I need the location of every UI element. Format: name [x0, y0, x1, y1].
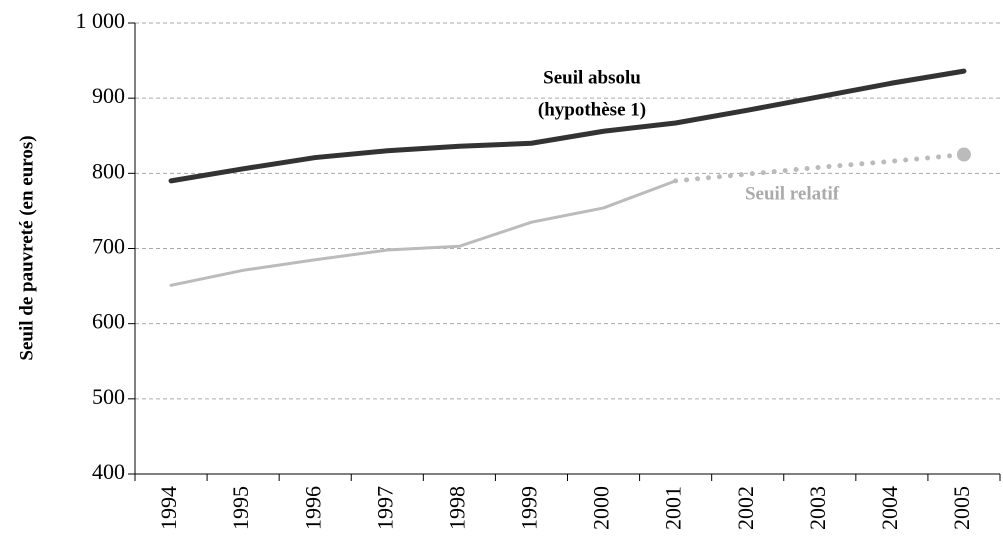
- x-tick-label: 1994: [156, 486, 181, 530]
- x-tick-label: 1995: [228, 486, 253, 530]
- x-tick-label: 1998: [444, 486, 469, 530]
- series-line: [168, 68, 967, 184]
- x-tick-label: 2002: [733, 486, 758, 530]
- x-tick-label: 1996: [300, 486, 325, 530]
- y-tick-label: 800: [92, 158, 125, 183]
- series-line: [673, 152, 967, 184]
- x-tick-label: 2003: [805, 486, 830, 530]
- x-tick-label: 1997: [372, 486, 397, 530]
- end-marker: [956, 147, 971, 162]
- x-tick-label: 2000: [589, 486, 614, 530]
- x-tick-label: 2001: [661, 486, 686, 530]
- x-tick-label: 1999: [517, 486, 542, 530]
- y-tick-label: 700: [92, 234, 125, 259]
- y-tick-label: 400: [92, 459, 125, 484]
- y-tick-label: 600: [92, 309, 125, 334]
- y-tick-label: 500: [92, 384, 125, 409]
- x-tick-label: 2005: [949, 486, 974, 530]
- y-tick-label: 1 000: [76, 8, 126, 33]
- annotation: (hypothèse 1): [538, 99, 646, 120]
- x-tick-label: 2004: [877, 486, 902, 530]
- series-line: [169, 179, 678, 287]
- annotation: Seuil absolu: [543, 67, 641, 88]
- annotation: Seuil relatif: [745, 183, 840, 204]
- y-tick-label: 900: [92, 83, 125, 108]
- y-axis-label: Seuil de pauvreté (en euros): [16, 135, 37, 360]
